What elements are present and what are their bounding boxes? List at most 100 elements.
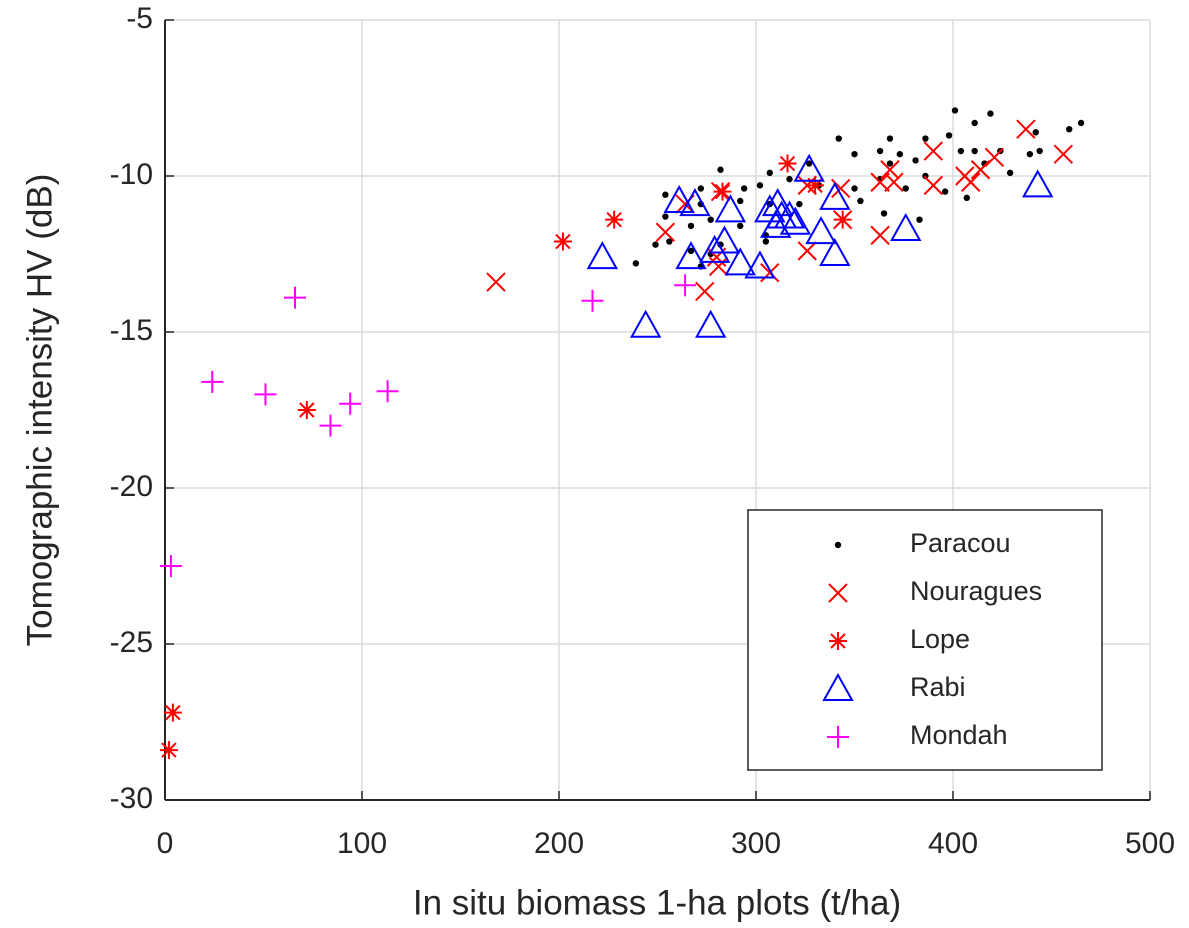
x-tick-label: 0 (157, 827, 174, 860)
point (629, 309, 662, 338)
point (971, 119, 978, 127)
point (652, 241, 659, 248)
y-tick-label: -30 (110, 782, 153, 815)
point (805, 216, 837, 245)
point (663, 184, 695, 213)
point (884, 172, 904, 192)
point (159, 555, 182, 577)
point (759, 209, 792, 238)
point (1066, 126, 1073, 133)
point (951, 107, 959, 114)
point (762, 238, 770, 245)
x-tick-label: 200 (534, 827, 584, 860)
legend-marker (829, 632, 847, 650)
point (254, 383, 277, 406)
legend-marker (828, 583, 848, 603)
point (662, 213, 669, 220)
point (1032, 129, 1039, 136)
point (486, 272, 506, 292)
point (756, 182, 764, 189)
legend-text: Paracou (910, 528, 1011, 558)
point (714, 194, 747, 223)
point (376, 380, 399, 403)
x-axis-label: In situ biomass 1-ha plots (t/ha) (413, 883, 901, 922)
point (851, 185, 858, 192)
point (851, 150, 858, 158)
point (870, 172, 890, 192)
point (797, 241, 817, 261)
point (880, 160, 900, 180)
y-tick-label: -5 (126, 2, 153, 35)
point (744, 250, 776, 279)
point (284, 286, 307, 309)
point (870, 225, 890, 245)
point (886, 160, 894, 167)
point (553, 232, 572, 251)
y-tick-label: -10 (110, 158, 153, 191)
point (586, 241, 619, 270)
x-tick-label: 300 (731, 827, 781, 860)
point (916, 216, 923, 223)
point (713, 182, 732, 201)
point (1022, 169, 1054, 198)
point (779, 206, 812, 235)
point (687, 247, 695, 255)
point (724, 247, 756, 276)
point (835, 135, 842, 142)
point (902, 185, 909, 192)
point (819, 181, 851, 210)
point (796, 200, 803, 208)
point (1026, 150, 1034, 158)
point (737, 222, 744, 230)
point (773, 200, 806, 229)
point (760, 263, 780, 283)
point (833, 210, 852, 229)
point (707, 216, 714, 223)
point (912, 157, 919, 164)
point (987, 110, 994, 117)
point (890, 212, 922, 242)
point (1077, 119, 1085, 127)
point (806, 176, 825, 195)
point (687, 222, 695, 230)
point (961, 172, 981, 192)
point (819, 237, 851, 266)
legend-marker (822, 672, 854, 701)
x-tick-label: 100 (337, 827, 387, 860)
point (737, 197, 744, 205)
point (201, 370, 224, 393)
point (880, 210, 888, 217)
point (793, 153, 825, 182)
point (923, 175, 944, 196)
legend-text: Lope (910, 624, 970, 654)
point (581, 289, 604, 312)
y-tick-label: -25 (110, 626, 153, 659)
point (857, 197, 864, 205)
point (662, 191, 669, 198)
point (697, 185, 705, 192)
point (963, 194, 970, 202)
legend-text: Nouragues (910, 576, 1042, 606)
point (945, 132, 953, 139)
point (766, 169, 773, 177)
point (1036, 147, 1043, 155)
point (941, 188, 949, 195)
point (876, 147, 884, 155)
point (957, 147, 965, 155)
point (632, 260, 640, 267)
legend-text: Rabi (910, 672, 966, 702)
point (675, 241, 707, 270)
point (655, 222, 676, 242)
point (922, 135, 929, 142)
y-tick-label: -15 (110, 314, 153, 347)
point (339, 392, 362, 415)
point (805, 160, 813, 167)
point (786, 175, 793, 183)
point (319, 414, 342, 437)
point (740, 185, 748, 192)
legend-marker (827, 726, 849, 748)
point (674, 274, 697, 297)
point (698, 234, 731, 263)
point (163, 703, 182, 722)
